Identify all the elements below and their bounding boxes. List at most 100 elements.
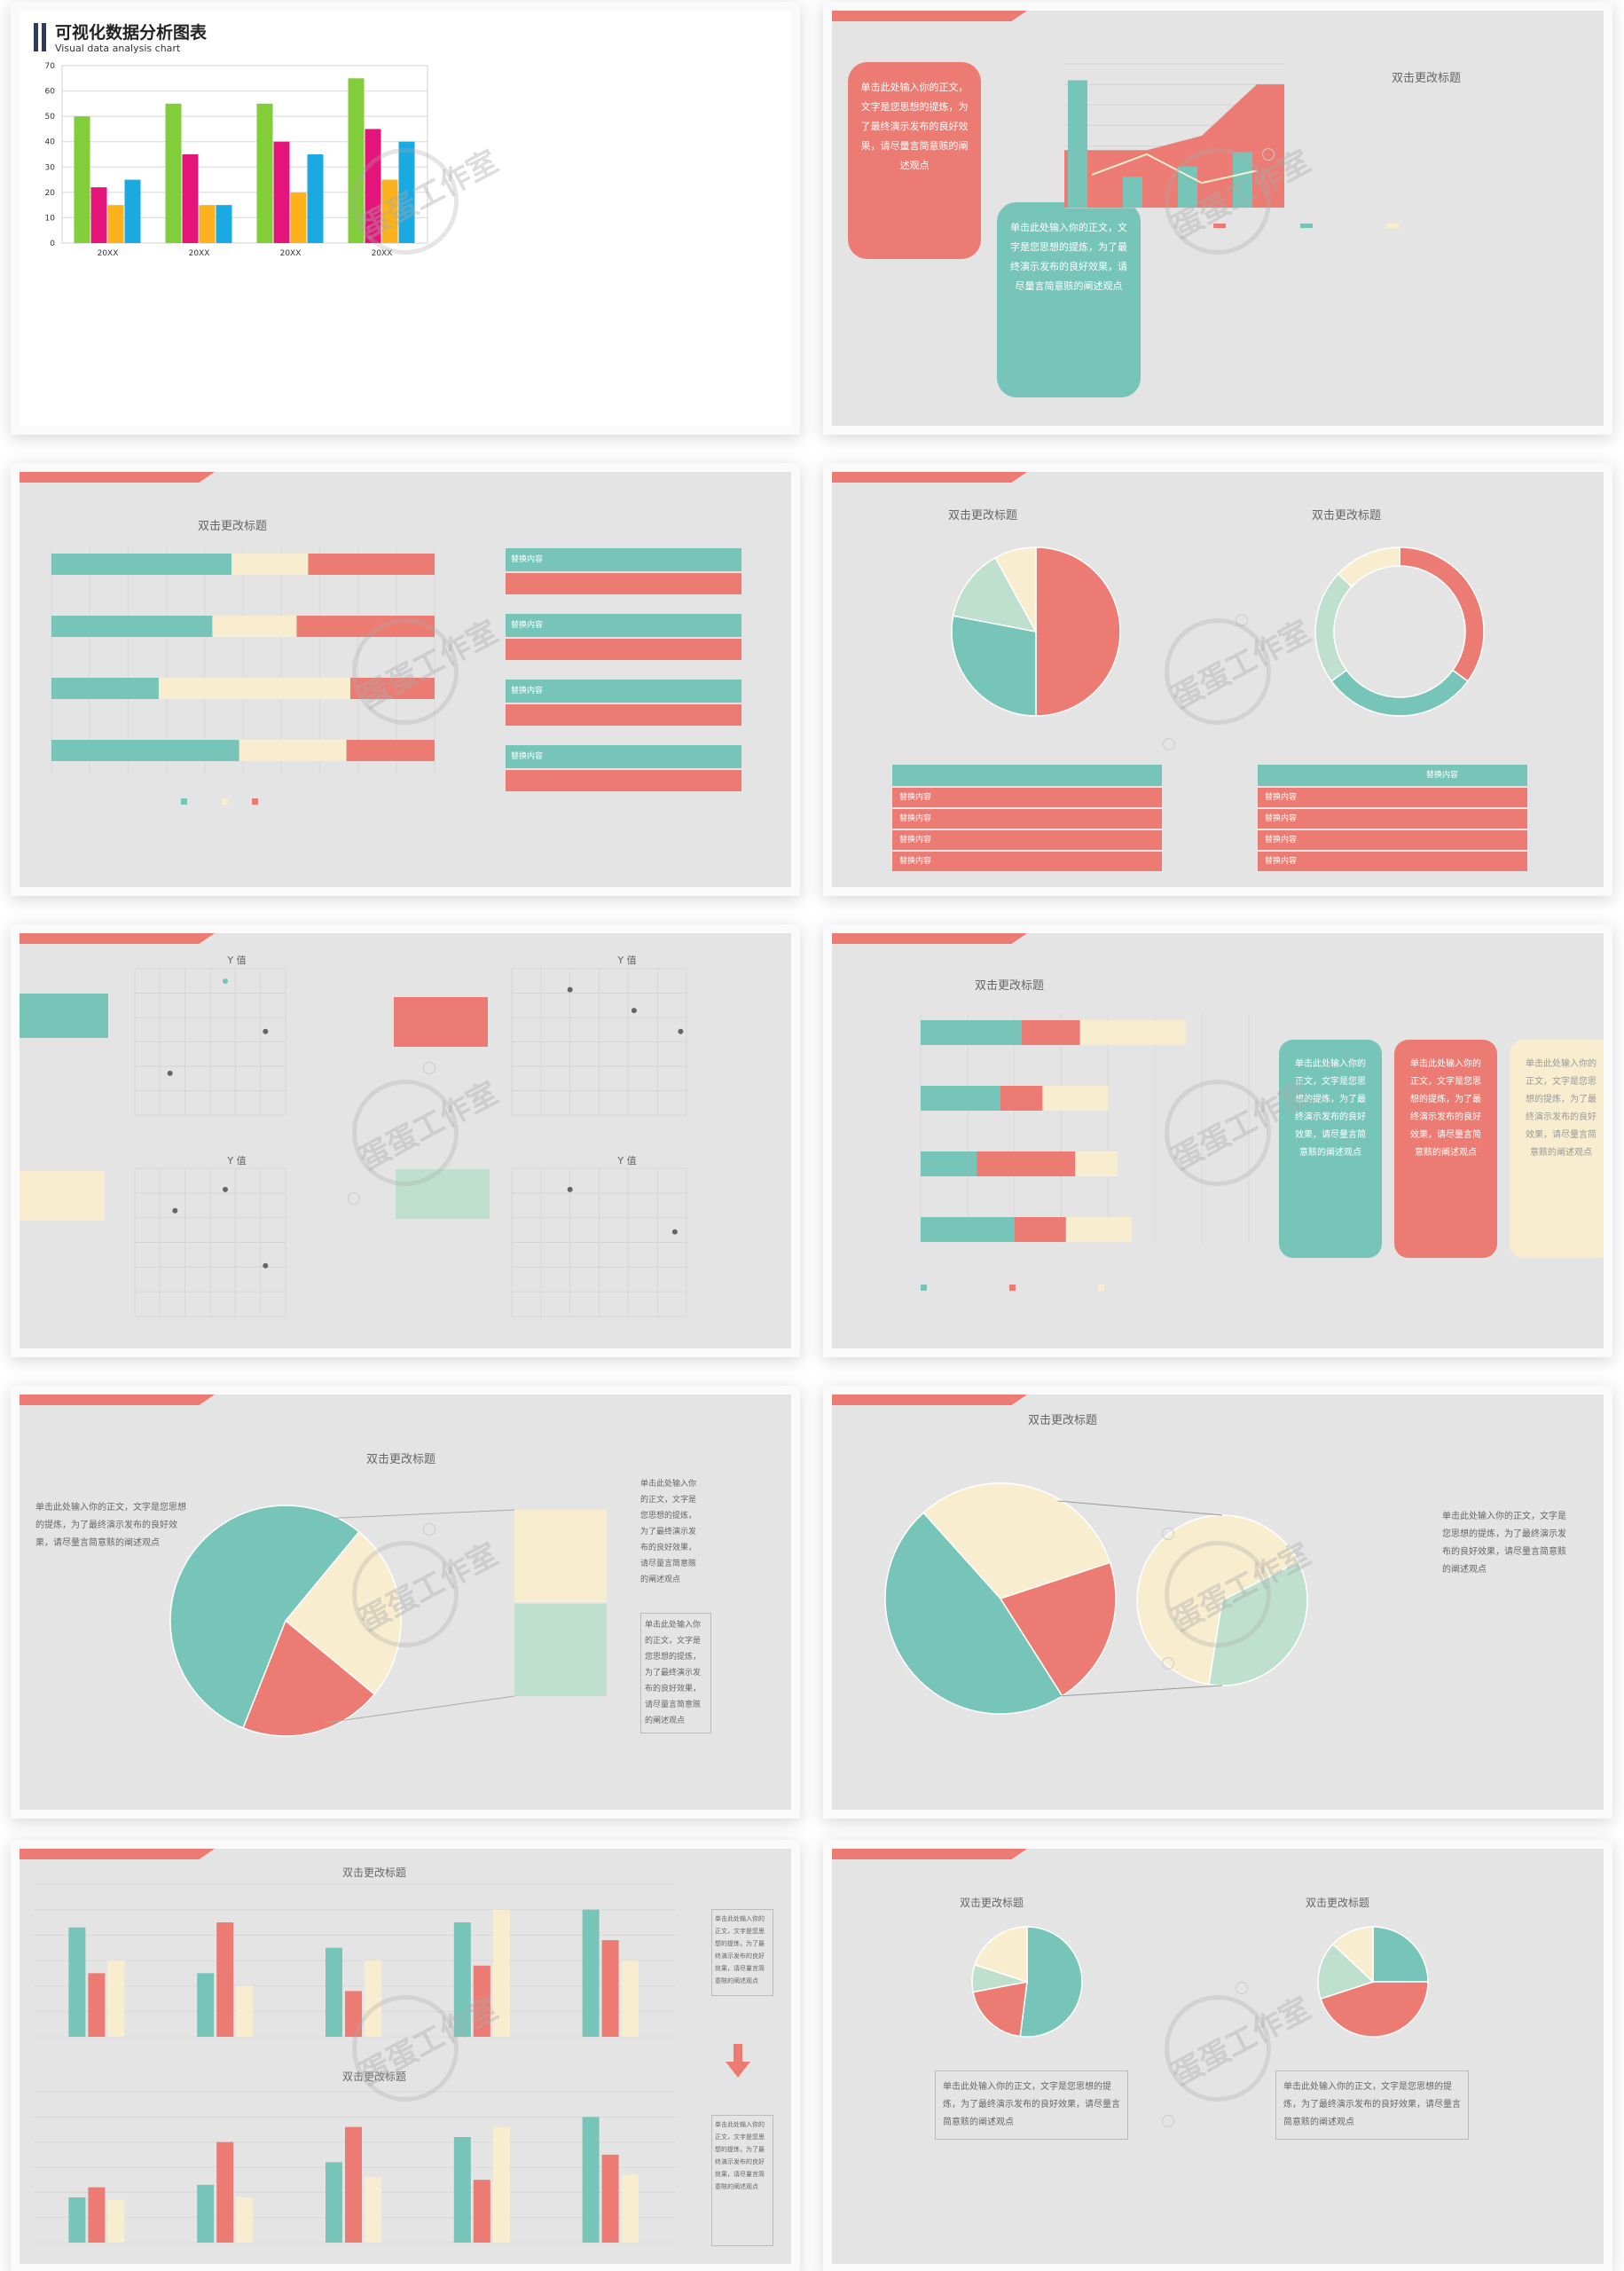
bar — [326, 1947, 342, 2037]
legend-key — [1386, 224, 1399, 228]
pie-slice — [922, 1482, 1111, 1599]
scatter-point — [263, 1262, 269, 1269]
slide-ribbon — [832, 472, 1027, 483]
bar — [74, 116, 90, 243]
y-tick-label: 10 — [45, 214, 56, 223]
watermark-ring — [1165, 1541, 1271, 1647]
table-header — [892, 765, 1162, 786]
bar — [216, 1922, 234, 2037]
table-row: 替换内容 — [892, 852, 1162, 871]
slide-ribbon — [20, 1395, 215, 1405]
pie-slice — [1019, 1926, 1083, 2038]
scatter-charts — [134, 968, 687, 1317]
chart-title: 双击更改标题 — [1391, 72, 1461, 85]
slide-8[interactable]: 双击更改标题 单击此处输入你的正文，文字是您思想的提炼，为了最终演示发布的良好效… — [832, 1395, 1604, 1810]
mini-table: 替换内容 — [506, 680, 741, 726]
scatter-point — [631, 1008, 637, 1014]
bar — [1123, 177, 1142, 208]
scatter-point — [567, 986, 573, 993]
pie-slice — [951, 615, 1037, 717]
bar — [182, 154, 199, 243]
legend-key — [1009, 1285, 1016, 1291]
chart-title: 双击更改标题 — [974, 979, 1044, 993]
bar-segment — [158, 678, 350, 699]
slide-6[interactable]: 双击更改标题 单击此处输入你的正文，文字是您思想的提炼，为了最终演示发布的良好效… — [832, 933, 1604, 1348]
x-tick-label: 20XX — [98, 249, 119, 258]
chart-title-right: 双击更改标题 — [1305, 1897, 1369, 1909]
mini-table-header: 替换内容 — [506, 548, 741, 571]
bar — [492, 1909, 510, 2037]
y-tick-label: 30 — [45, 163, 56, 172]
breakout-cream — [514, 1510, 607, 1602]
table-header: 替换内容 — [1258, 765, 1527, 786]
text-bubble-teal: 单击此处输入你的正文，文字是您思想的提炼，为了最终演示发布的良好效果，请尽量言简… — [997, 202, 1141, 397]
chart-title-left: 双击更改标题 — [947, 509, 1017, 523]
bar — [88, 2187, 106, 2243]
x-tick-label: 20XX — [280, 249, 302, 258]
slide-3[interactable]: 双击更改标题 替换内容 替换内容 替换内容 替换内容 蛋蛋工作室 — [20, 472, 791, 887]
breakout-mint — [514, 1604, 607, 1696]
slide-ribbon — [832, 1395, 1027, 1405]
slide-7[interactable]: 双击更改标题 单击此处输入你的正文，文字是您思想的提炼，为了最终演示发布的良好效… — [20, 1395, 791, 1810]
table-row: 替换内容 — [1258, 788, 1527, 807]
legend-key — [222, 798, 228, 805]
stacked-bar-chart — [51, 547, 435, 805]
body-text: 单击此处输入你的正文，文字是您思想的提炼，为了最终演示发布的良好效果，请尽量言简… — [1442, 1512, 1566, 1575]
right-text-1: 单击此处输入你的正文，文字是您思想的提炼，为了最终演示发布的良好效果，请尽量言简… — [640, 1480, 697, 1584]
bar — [365, 2177, 381, 2243]
watermark-ring — [1165, 618, 1271, 725]
bar — [107, 205, 124, 243]
bar — [621, 2174, 639, 2243]
bar — [1068, 80, 1087, 208]
bar-segment — [921, 1217, 1015, 1242]
table-row: 替换内容 — [892, 788, 1162, 807]
decor-circle — [1162, 1528, 1174, 1540]
slide-4[interactable]: 双击更改标题 双击更改标题 替换内容 替换内容 替换内容 替换内容 替换内容 替… — [832, 472, 1604, 887]
bar — [582, 2117, 600, 2243]
mini-table-row — [506, 704, 741, 726]
slide-ribbon — [832, 933, 1027, 944]
scatter-point — [678, 1028, 684, 1034]
bar-segment — [1000, 1086, 1043, 1111]
text-bubble-coral: 单击此处输入你的正文，文字是您思想的提炼，为了最终演示发布的良好效果，请尽量言简… — [848, 62, 981, 259]
scatter-point — [567, 1186, 573, 1192]
mini-table-header: 替换内容 — [506, 614, 741, 637]
watermark-ring — [352, 148, 459, 255]
y-tick-label: 70 — [45, 62, 56, 71]
bar — [453, 1922, 471, 2037]
decor-circle — [1236, 1982, 1248, 1994]
slide-10[interactable]: 双击更改标题 双击更改标题 单击此处输入你的正文，文字是您思想的提炼，为了最终演… — [832, 1849, 1604, 2264]
donut-slice — [1314, 572, 1353, 682]
bar — [124, 179, 141, 243]
slide-ribbon — [20, 933, 215, 944]
stacked-horizontal-bar-chart — [920, 1013, 1250, 1291]
bar-segment — [1021, 1020, 1080, 1045]
callout-coral — [394, 997, 488, 1047]
bar-segment — [308, 554, 435, 575]
legend-key — [181, 798, 187, 805]
slide-ribbon — [832, 11, 1027, 21]
bar-segment — [1042, 1086, 1109, 1111]
mini-table-header: 替换内容 — [506, 680, 741, 703]
text-left: 单击此处输入你的正文，文字是您思想的提炼，为了最终演示发布的良好效果，请尽量言简… — [935, 2071, 1128, 2140]
table-row: 替换内容 — [1258, 809, 1527, 829]
bar-segment — [921, 1086, 1000, 1111]
donut-slice — [1399, 546, 1485, 682]
slide-2[interactable]: 单击此处输入你的正文，文字是您思想的提炼，为了最终演示发布的良好效果，请尽量言简… — [832, 11, 1604, 426]
slide-9[interactable]: 双击更改标题 双击更改标题 单击此处输入你的正文，文字是您思想的提炼，为了最终演… — [20, 1849, 791, 2264]
bar — [326, 2162, 342, 2243]
scatter-point — [223, 978, 228, 985]
slide-1[interactable]: 可视化数据分析图表 Visual data analysis chart 0 10… — [20, 11, 791, 426]
scatter-title-4: Y 值 — [617, 1155, 637, 1167]
bar — [165, 103, 182, 243]
bar — [621, 1961, 639, 2037]
mini-table: 替换内容 — [506, 548, 741, 594]
legend-key — [1098, 1285, 1104, 1291]
connector-line — [1057, 1685, 1223, 1697]
slide-ribbon — [20, 1849, 215, 1859]
bar-segment — [921, 1020, 1022, 1045]
slide-5[interactable]: Y 值 Y 值 Y 值 Y 值 蛋蛋工作室 — [20, 933, 791, 1348]
scatter-point — [263, 1028, 269, 1034]
pie-slice — [1317, 1943, 1375, 2000]
y-tick-label: 0 — [50, 240, 55, 248]
